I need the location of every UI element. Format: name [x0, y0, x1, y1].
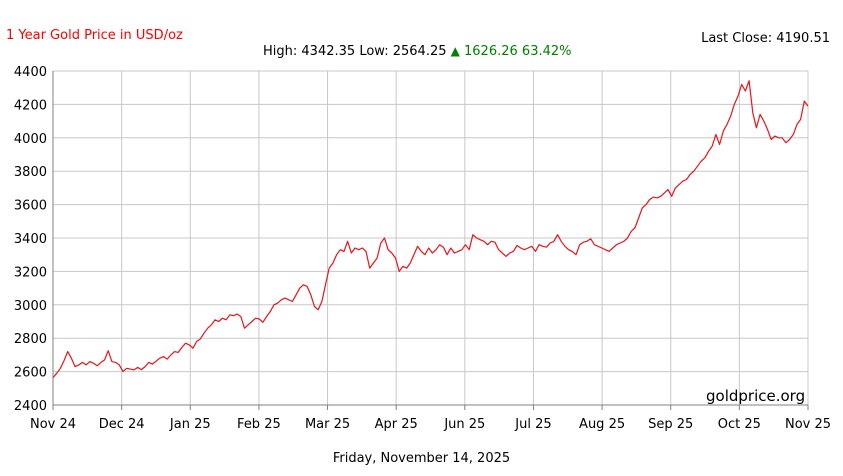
x-tick-label: Oct 25 — [718, 417, 761, 432]
y-tick-label: 4400 — [14, 65, 47, 80]
high-label: High: — [263, 44, 298, 59]
y-tick-label: 2400 — [14, 399, 47, 414]
low-label: Low: — [359, 44, 389, 59]
x-tick-label: Aug 25 — [579, 417, 625, 432]
y-tick-label: 4200 — [14, 98, 47, 113]
x-tick-label: Sep 25 — [648, 417, 693, 432]
high-value: 4342.35 — [301, 44, 356, 59]
y-tick-label: 3400 — [14, 232, 47, 247]
chart-title: 1 Year Gold Price in USD/oz — [6, 28, 183, 43]
date-label: Friday, November 14, 2025 — [332, 451, 511, 466]
x-tick-label: Jul 25 — [514, 417, 551, 432]
up-arrow-icon: ▲ — [450, 44, 460, 58]
last-close: Last Close: 4190.51 — [701, 31, 830, 46]
y-tick-label: 2800 — [14, 332, 47, 347]
x-tick-label: Apr 25 — [375, 417, 418, 432]
x-tick-label: Feb 25 — [237, 417, 281, 432]
watermark: goldprice.org — [706, 387, 806, 405]
last-close-value: 4190.51 — [776, 31, 830, 46]
y-tick-label: 3800 — [14, 165, 47, 180]
y-tick-label: 4000 — [14, 132, 47, 147]
price-stats: High: 4342.35 Low: 2564.25 ▲ 1626.26 63.… — [263, 44, 572, 59]
x-tick-label: Nov 25 — [785, 417, 831, 432]
y-tick-label: 3000 — [14, 299, 47, 314]
x-tick-label: Nov 24 — [30, 417, 76, 432]
x-tick-label: Jun 25 — [443, 417, 485, 432]
last-close-label: Last Close: — [701, 31, 773, 46]
price-line — [52, 80, 809, 378]
low-value: 2564.25 — [392, 44, 447, 59]
x-tick-label: Mar 25 — [305, 417, 350, 432]
change-value: 1626.26 — [464, 44, 518, 59]
x-tick-label: Dec 24 — [99, 417, 145, 432]
y-tick-label: 3200 — [14, 265, 47, 280]
y-tick-label: 2600 — [14, 366, 47, 381]
change-percent: 63.42% — [521, 44, 572, 59]
y-tick-label: 3600 — [14, 199, 47, 214]
x-tick-label: Jan 25 — [169, 417, 211, 432]
